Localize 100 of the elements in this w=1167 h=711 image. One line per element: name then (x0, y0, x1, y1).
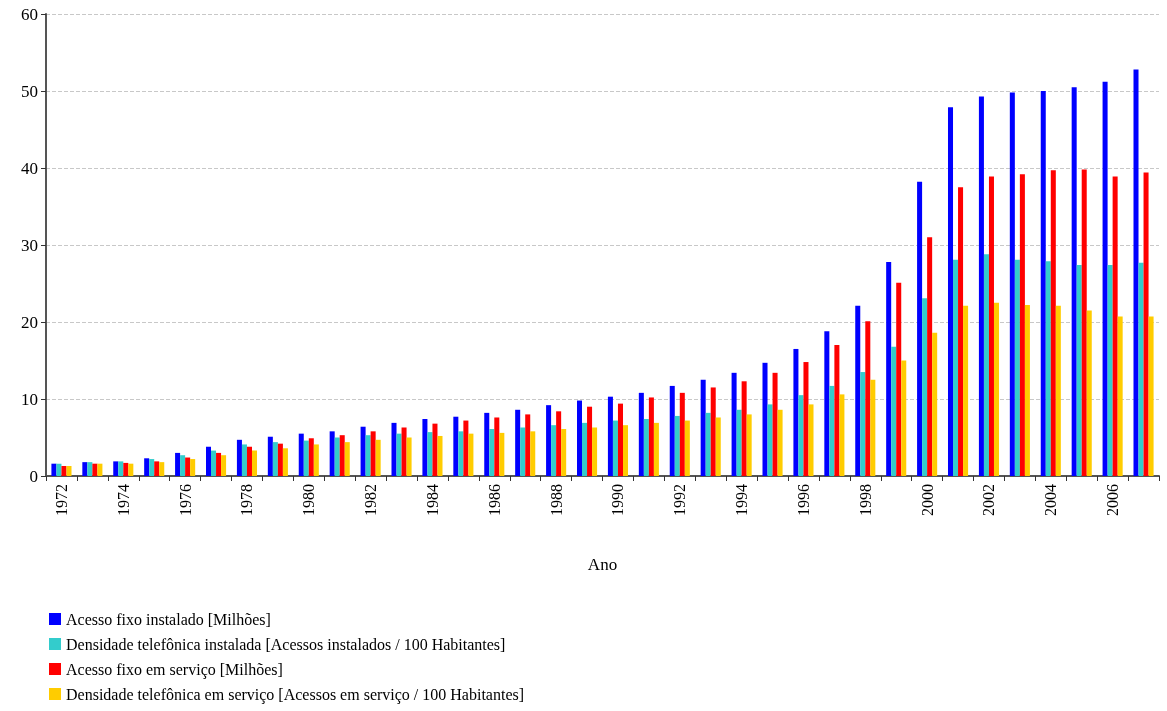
bar (1138, 262, 1144, 476)
y-tick-label: 60 (21, 4, 38, 24)
x-tick-label: 1990 (609, 484, 627, 516)
bar (684, 420, 690, 476)
bar (128, 463, 134, 476)
bar (489, 429, 495, 476)
bar (793, 348, 799, 476)
bar (344, 442, 350, 476)
bar (710, 387, 716, 476)
bar (391, 422, 397, 476)
bar (97, 463, 103, 476)
bar (741, 381, 747, 476)
bar (1117, 316, 1123, 476)
bar (241, 444, 247, 476)
bar (870, 379, 876, 476)
bar (246, 446, 252, 476)
bar (622, 425, 629, 476)
bar (484, 412, 490, 476)
x-tick-label: 1992 (671, 484, 689, 516)
bar (772, 372, 778, 476)
bar (1081, 169, 1087, 476)
bar (267, 436, 273, 476)
bar (468, 433, 474, 476)
bar (277, 443, 283, 476)
bar (494, 417, 500, 476)
bar (82, 462, 88, 476)
bar (144, 458, 150, 476)
bar (582, 422, 588, 476)
bar (525, 414, 531, 476)
bar (251, 450, 258, 476)
x-tick-label: 1976 (176, 484, 194, 516)
legend-label: Acesso fixo instalado [Milhões] (66, 610, 271, 628)
bar (175, 452, 181, 476)
legend-label: Acesso fixo em serviço [Milhões] (66, 660, 283, 679)
bar (1024, 305, 1030, 476)
y-tick-label: 40 (21, 158, 38, 178)
bar (1143, 172, 1149, 476)
legend-label: Densidade telefônica instalada [Acessos instalados / 100 Habitantes] (66, 635, 506, 653)
bar (149, 459, 155, 476)
bar (679, 392, 685, 476)
y-tick-label: 50 (21, 81, 38, 101)
bar (360, 426, 366, 476)
x-tick-label: 2004 (1042, 484, 1060, 516)
bar (458, 431, 464, 476)
bar (1148, 316, 1154, 476)
bar (612, 420, 618, 476)
bar (798, 395, 804, 476)
bar (365, 435, 371, 476)
x-tick-label: 1986 (485, 484, 503, 516)
bar (767, 404, 773, 476)
bar (958, 187, 964, 476)
bar (154, 461, 160, 476)
bar (576, 400, 583, 476)
bar (453, 416, 459, 476)
bar (746, 414, 752, 476)
bar (736, 409, 742, 476)
bar (592, 427, 598, 476)
bar (422, 419, 428, 476)
bar (236, 439, 242, 476)
bar (1071, 87, 1077, 476)
bar (922, 298, 928, 476)
bar (308, 438, 314, 476)
bar (917, 181, 923, 476)
bar (515, 409, 521, 476)
bar (329, 431, 335, 476)
bar (205, 446, 212, 476)
bar (66, 465, 72, 476)
bar (370, 431, 376, 476)
bar (437, 435, 443, 476)
x-tick-label: 1998 (856, 484, 874, 516)
y-tick-label: 10 (21, 389, 38, 409)
bar (51, 463, 57, 476)
bar (190, 459, 196, 476)
bar (700, 379, 706, 476)
bar (953, 259, 959, 476)
bar (463, 420, 469, 476)
bar (901, 360, 907, 476)
y-tick-label: 20 (21, 312, 38, 332)
bar (715, 417, 721, 476)
bar (669, 385, 675, 476)
legend-label: Densidade telefônica em serviço [Acessos em serviço / 100 Habitantes] (66, 685, 525, 704)
bar (56, 463, 62, 476)
bar (334, 437, 340, 476)
x-tick-label: 1996 (794, 484, 812, 516)
bar (731, 372, 737, 476)
bar (221, 455, 227, 476)
bar (339, 435, 345, 476)
bar (1050, 170, 1056, 476)
bar (401, 427, 407, 476)
bar (865, 321, 871, 476)
bar (927, 237, 933, 476)
bar (896, 282, 902, 476)
y-tick-label: 30 (21, 235, 38, 255)
bar (406, 437, 412, 476)
bar (947, 107, 954, 476)
bar (1086, 310, 1092, 476)
x-tick-label: 1972 (52, 484, 70, 516)
bar (1009, 92, 1015, 476)
bar (282, 448, 288, 476)
bar (1076, 265, 1082, 476)
